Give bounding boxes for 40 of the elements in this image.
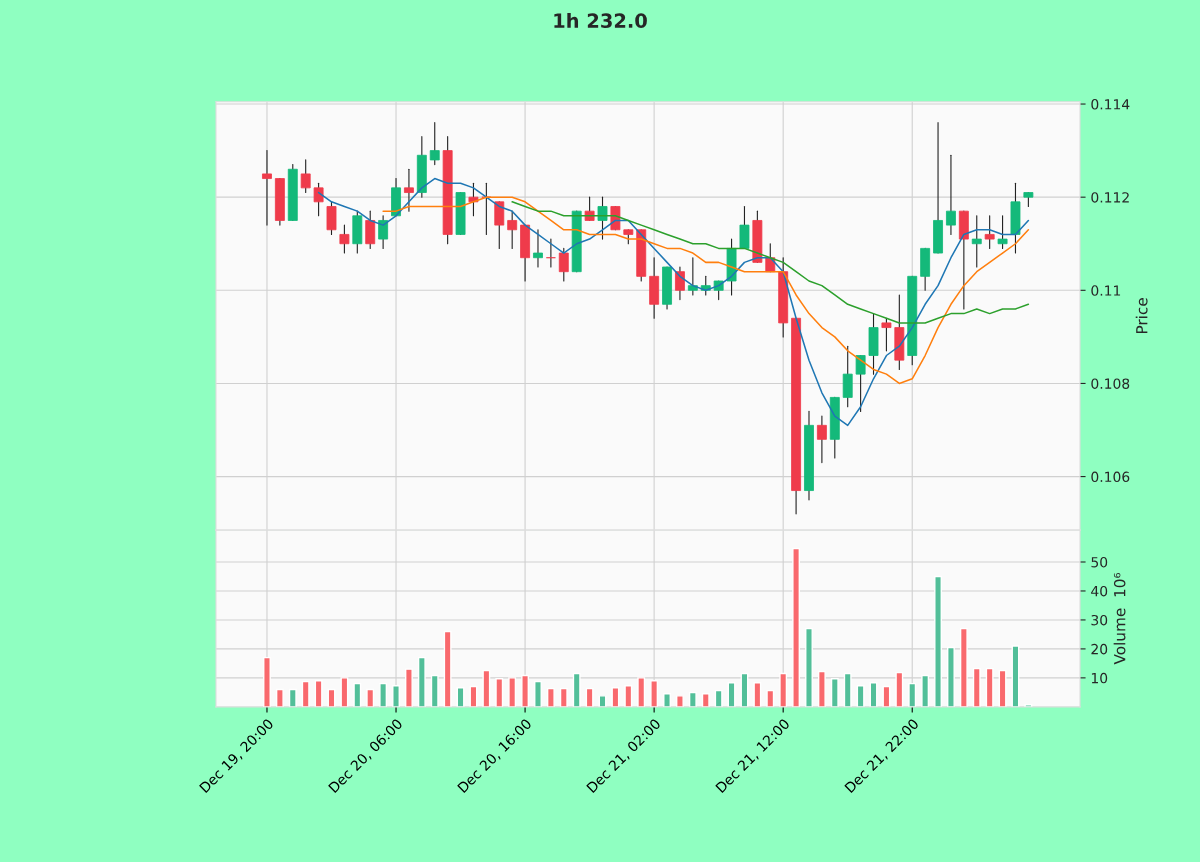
candlestick	[429, 122, 440, 166]
candlestick	[687, 257, 698, 296]
y-tick-label: 0.108	[1091, 378, 1130, 389]
candlestick	[997, 215, 1008, 249]
candlestick	[339, 224, 350, 254]
candlestick	[675, 266, 685, 301]
candlestick	[946, 154, 956, 235]
y-tick-label: 0.112	[1091, 192, 1129, 203]
candlestick	[739, 205, 750, 249]
y-tick-label: 0.106	[1091, 471, 1130, 483]
candlestick	[507, 210, 518, 249]
candlestick	[533, 229, 543, 268]
candlestick	[262, 150, 272, 226]
candlestick	[378, 215, 389, 249]
candlestick	[545, 238, 556, 268]
candlestick	[971, 215, 982, 268]
candlestick	[300, 159, 311, 194]
candlestick	[313, 182, 324, 217]
candlestick	[816, 415, 827, 464]
candlestick	[842, 345, 853, 408]
candlestick	[881, 317, 892, 352]
candlestick	[984, 215, 995, 249]
y-tick-label: 40	[1091, 585, 1108, 597]
y-tick-label: 10	[1091, 672, 1108, 684]
candlestick	[365, 210, 376, 249]
candlestick	[404, 168, 414, 212]
chart-title: 1h 232.0	[554, 12, 647, 28]
y-axis-title: Price	[1135, 298, 1148, 334]
candlestick	[558, 247, 569, 282]
y-axis-title: Volume 10⁶	[1113, 572, 1126, 665]
y-tick-label: 50	[1091, 556, 1108, 568]
y-tick-label: 20	[1091, 643, 1108, 655]
candlestick	[855, 354, 866, 412]
line-series	[382, 196, 1030, 385]
candlestick	[494, 201, 505, 249]
candlestick	[326, 201, 337, 235]
y-tick-label: 0.11	[1091, 285, 1121, 296]
line-series	[511, 201, 1030, 324]
y-tick-label: 0.114	[1091, 99, 1130, 110]
y-tick-label: 30	[1091, 614, 1108, 626]
